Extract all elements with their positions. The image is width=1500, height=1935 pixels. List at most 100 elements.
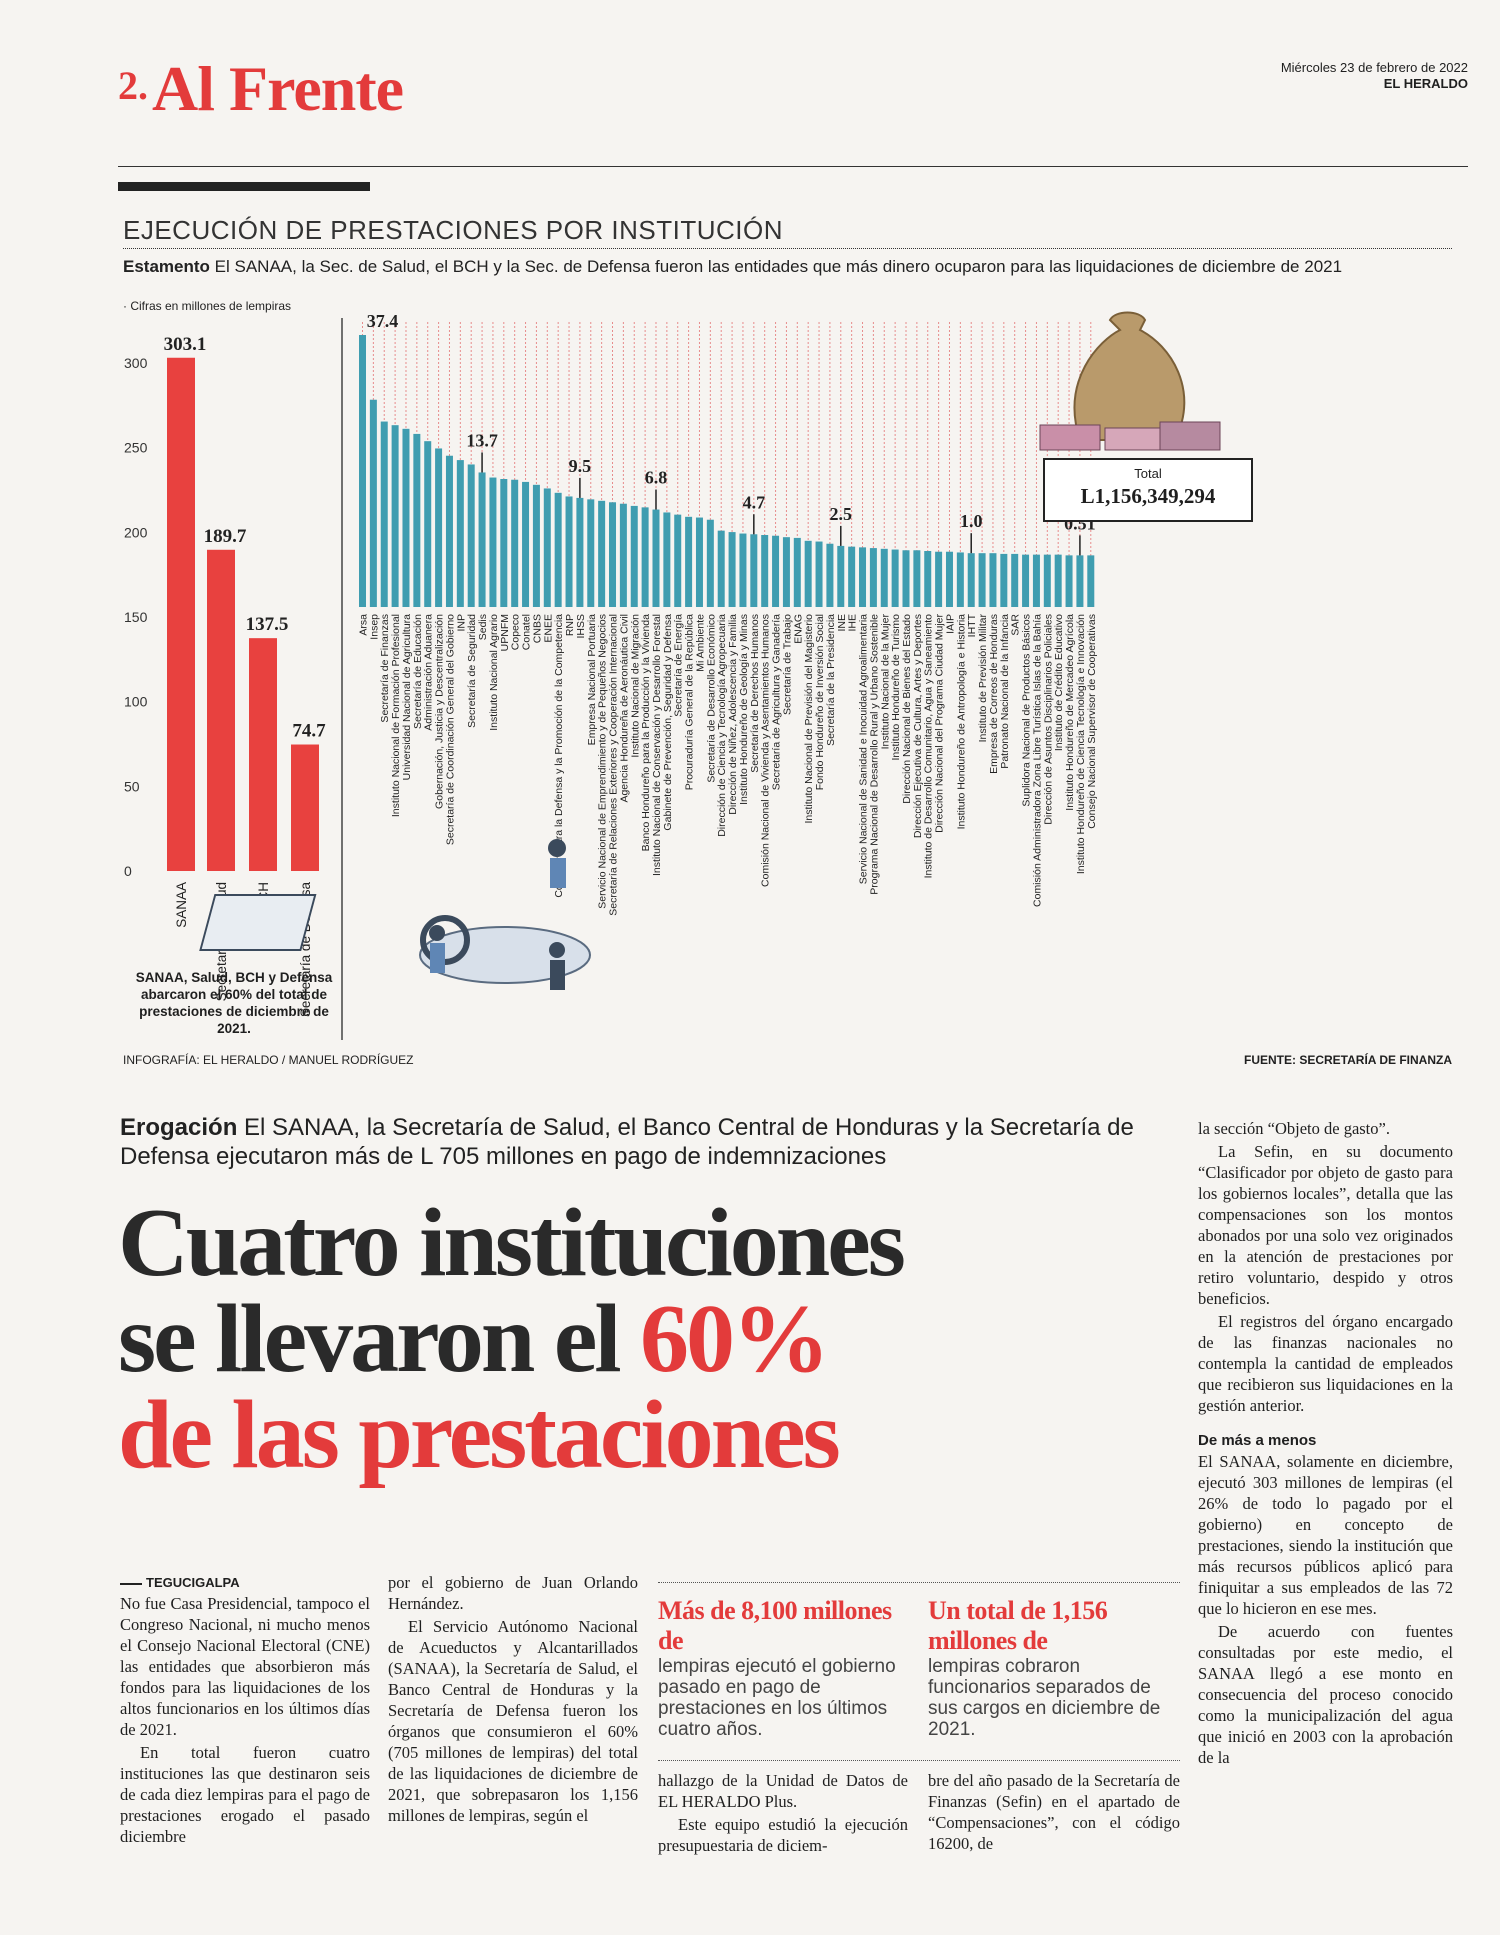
kicker-lead: Erogación: [120, 1114, 238, 1141]
category-label: Conatel: [521, 614, 533, 650]
category-label: Instituto Hondureño de Ciencia Tecnologí…: [1075, 614, 1087, 874]
col1-paragraph-1: No fue Casa Presidencial, tampoco el Con…: [120, 1594, 370, 1739]
col5-paragraph-5: De acuerdo con fuentes consultadas por e…: [1198, 1622, 1453, 1767]
col5-paragraph-4: El SANAA, solamente en diciembre, ejecut…: [1198, 1452, 1453, 1618]
prestaciones-chart: · Cifras en millones de lempiras 0 50 100 15…: [123, 299, 1221, 1040]
bar-29: [663, 512, 671, 607]
category-label: Universidad Nacional de Agricultura: [401, 614, 413, 780]
bar-51: [902, 550, 910, 607]
callout-2: Un total de 1,156 millones de lempiras c…: [928, 1596, 1180, 1740]
category-label: Arsa: [358, 614, 370, 636]
y-tick-label: 0: [124, 863, 132, 879]
bar-8: [435, 448, 443, 607]
y-tick-label: 100: [124, 694, 148, 710]
category-label: Instituto Nacional Agrario: [488, 614, 500, 731]
category-label: IHE: [847, 614, 859, 632]
callout-2-head: Un total de 1,156 millones de: [928, 1596, 1108, 1655]
category-label: Gobernación, Justicia y Descentralizació…: [434, 614, 446, 809]
category-label: Servicio Nacional de Emprendimiento y de…: [597, 614, 609, 909]
bar-33: [706, 519, 714, 607]
category-label: Instituto Nacional de Previsión del Magi…: [803, 614, 815, 824]
bar-39: [772, 535, 780, 607]
bar-58: [978, 553, 986, 607]
category-label: Instituto Nacional de Migración: [629, 614, 641, 758]
annotation-label: 6.8: [645, 468, 668, 488]
bar-40: [782, 537, 790, 607]
bar-3: [249, 638, 277, 871]
laptop-icon: [199, 894, 317, 951]
bar-35: [728, 532, 736, 607]
col2-paragraph-2: El Servicio Autónomo Nacional de Acueduc…: [388, 1617, 638, 1825]
category-label: Secretaría de Seguridad: [466, 614, 478, 728]
annotation-label: 2.5: [830, 504, 853, 524]
annotation-label: 9.5: [569, 456, 592, 476]
category-label: UPNFM: [499, 614, 511, 651]
article-column-4: bre del año pasado de la Secretaría de F…: [928, 1770, 1180, 1856]
headline-line-1: Cuatro instituciones: [118, 1189, 906, 1297]
chart-title: EJECUCIÓN DE PRESTACIONES POR INSTITUCIÓ…: [123, 215, 783, 245]
category-label: Banco Hondureño para la Producción y la …: [640, 614, 652, 852]
category-label: Sedis: [477, 614, 489, 640]
bar-47: [859, 547, 867, 607]
callout-2-body: lempiras cobraron funcionarios separados…: [928, 1656, 1161, 1740]
bar-20: [565, 496, 573, 607]
category-label: Instituto de Previsión Militar: [977, 614, 989, 743]
category-label: Patronato Nacional de la Infancia: [999, 614, 1011, 769]
category-label: Instituto de Crédito Educativo: [1053, 614, 1065, 751]
y-tick-label: 250: [124, 440, 148, 456]
category-label: Consejo Nacional Supervisor de Cooperati…: [1086, 614, 1098, 829]
annotation-label: 4.7: [743, 492, 766, 512]
bar-19: [554, 492, 562, 607]
bar-60: [1000, 553, 1008, 607]
bar-43: [815, 541, 823, 607]
category-label: Instituto Hondureño de Geología y Minas: [738, 614, 750, 805]
category-label: Secretaría de Derechos Humanos: [749, 614, 761, 773]
bar-21: [576, 497, 584, 607]
y-tick-label: 150: [124, 609, 148, 625]
y-tick-label: 200: [124, 524, 148, 540]
bar-63: [1032, 554, 1040, 607]
chart-subtitle-text: El SANAA, la Sec. de Salud, el BCH y la …: [214, 257, 1343, 276]
bar-value-label: 137.5: [246, 614, 289, 635]
kicker-text: El SANAA, la Secretaría de Salud, el Ban…: [120, 1114, 1134, 1170]
category-label: Servicio Nacional de Sanidad e Inocuidad…: [858, 614, 870, 884]
header-rule: [118, 166, 1468, 167]
headline-highlight: 60%: [640, 1285, 830, 1393]
col5-paragraph-1: la sección “Objeto de gasto”.: [1198, 1119, 1390, 1138]
article-column-2: por el gobierno de Juan Orlando Hernánde…: [388, 1572, 638, 1828]
category-label: Programa Nacional de Desarrollo Rural y …: [868, 614, 880, 895]
article-column-3: hallazgo de la Unidad de Datos de EL HER…: [658, 1770, 908, 1858]
annotation-label: 1.0: [960, 511, 983, 531]
bar-53: [924, 551, 932, 607]
col3-paragraph-1: hallazgo de la Unidad de Datos de EL HER…: [658, 1771, 908, 1811]
y-tick-label: 50: [124, 778, 140, 794]
category-label: Secretaría de Agricultura y Ganadería: [771, 614, 783, 790]
category-label: Empresa Nacional Portuaria: [586, 614, 598, 745]
bar-value-label: 189.7: [204, 526, 247, 547]
bar-5: [402, 428, 410, 607]
money-bag-icon: [1073, 311, 1186, 441]
bar-22: [587, 499, 595, 607]
bar-14: [500, 479, 508, 607]
category-label: Instituto Nacional de Formación Profesio…: [390, 614, 402, 817]
article-column-5: la sección “Objeto de gasto”. La Sefin, …: [1198, 1118, 1453, 1770]
person-figure: [429, 925, 445, 941]
bar-1: [167, 357, 195, 871]
bar-12: [478, 472, 486, 607]
category-label: Fondo Hondureño de Inversión Social: [814, 614, 826, 790]
bar-64: [1043, 554, 1051, 607]
bar-6: [413, 433, 421, 607]
byline: TEGUCIGALPA: [120, 1572, 370, 1593]
category-label: Copeco: [510, 614, 522, 650]
bar-38: [761, 535, 769, 607]
category-label: ENAG: [792, 614, 804, 644]
callout-1-head: Más de 8,100 millones de: [658, 1596, 892, 1655]
category-label: Dirección Ejecutiva de Cultura, Artes y …: [912, 614, 924, 838]
bar-48: [869, 548, 877, 607]
bar-31: [685, 516, 693, 607]
banknote-stack-icon: [1039, 424, 1101, 451]
paper-name: EL HERALDO: [1383, 76, 1468, 91]
callout-1-body: lempiras ejecutó el gobierno pasado en p…: [658, 1656, 896, 1740]
bar-26: [630, 505, 638, 607]
